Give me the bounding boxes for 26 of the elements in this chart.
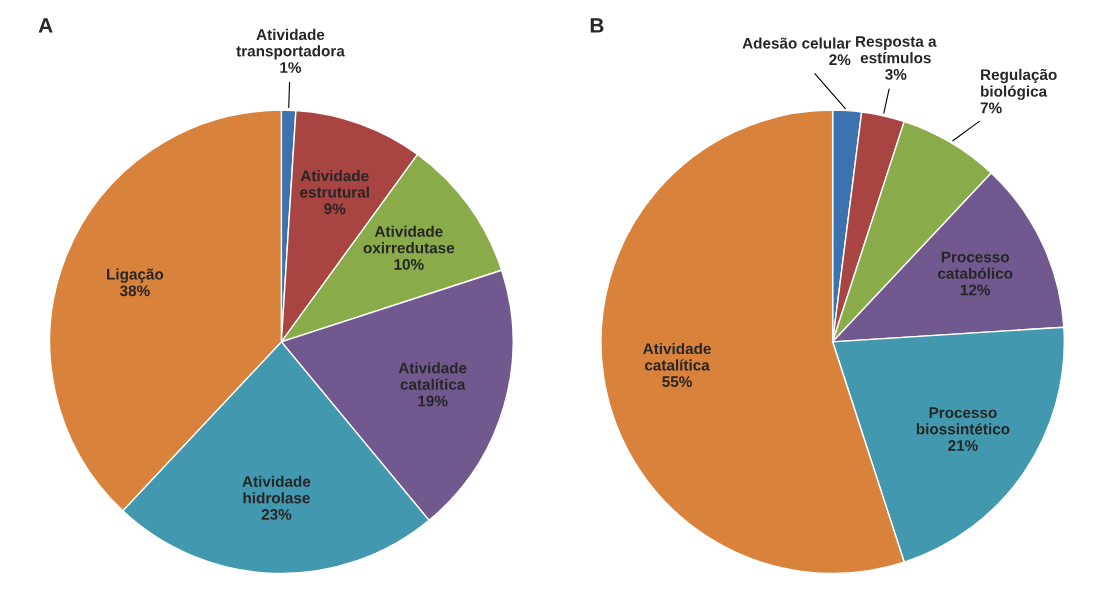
data-label: 19% <box>418 395 448 407</box>
slice-label: Atividade catalítica <box>398 362 467 390</box>
data-label: 1% <box>280 62 302 73</box>
data-label: 55% <box>662 376 692 388</box>
slice-label: Processo catabólico <box>938 251 1013 279</box>
slice-label: Adesão celular <box>742 37 851 49</box>
slice-label: Atividade catalítica <box>643 342 711 371</box>
data-label: 3% <box>885 68 907 80</box>
data-label: 38% <box>119 285 150 297</box>
slice-label: Atividade estrutural <box>300 170 369 198</box>
slice-label: Atividade hidrolase <box>242 475 311 504</box>
slice-label: Atividade oxirredutase <box>363 225 455 254</box>
data-label: 9% <box>324 203 346 215</box>
data-label: 2% <box>829 54 851 66</box>
slice-label: Regulação biológica <box>981 68 1057 100</box>
data-label: 7% <box>980 102 1002 114</box>
data-label: 23% <box>261 509 292 520</box>
slice-label: Ligação <box>107 268 164 283</box>
slice-label: Processo biossintético <box>916 407 1010 435</box>
chart-title: B <box>590 18 604 33</box>
data-label: 12% <box>960 284 991 296</box>
slice-label: Resposta a estímulos <box>856 36 937 64</box>
slice-label: Atividade transportadora <box>236 28 345 60</box>
data-label: 21% <box>948 440 978 451</box>
data-label: 10% <box>394 258 424 270</box>
chart-title: A <box>38 18 53 33</box>
